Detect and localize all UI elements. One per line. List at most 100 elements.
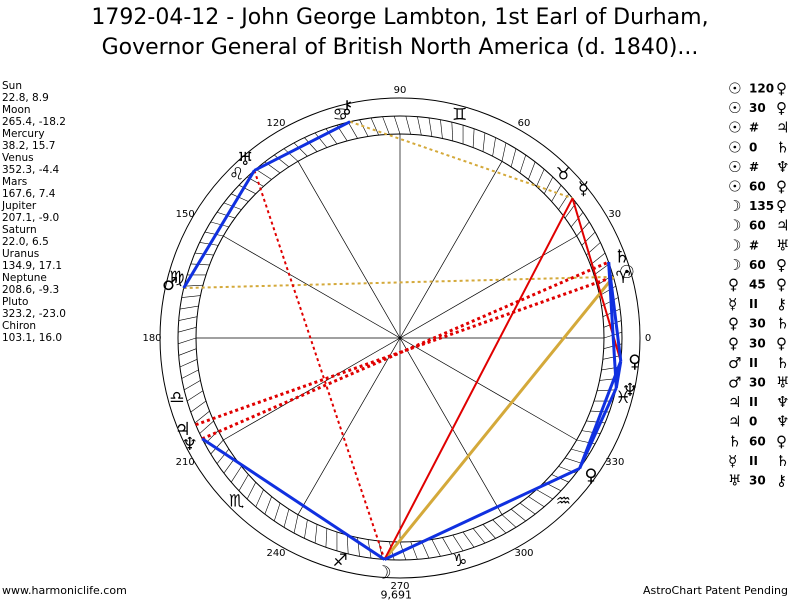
ring-tick [283, 148, 299, 162]
aspect-planet: ☿ [728, 295, 737, 313]
ring-tick [186, 390, 204, 402]
ring-tick [304, 137, 318, 152]
aspect-planet: ♄ [776, 354, 789, 372]
aspect-line [349, 120, 573, 200]
ring-tick [528, 496, 545, 508]
ring-tick [510, 148, 517, 167]
aspect-planet: ☉ [728, 138, 741, 156]
aspect-type: 30 [749, 336, 766, 350]
aspect-type: # [749, 238, 759, 252]
ring-tick [194, 410, 210, 424]
ring-tick [230, 466, 242, 483]
planet-name: Pluto [2, 296, 28, 308]
degree-label: 330 [605, 457, 624, 468]
planet-coords: 265.4, -18.2 [2, 116, 66, 128]
ring-tick [293, 142, 308, 157]
ring-tick [442, 537, 453, 555]
planet-name: Chiron [2, 320, 36, 332]
planet-glyph: ⚷ [340, 97, 353, 118]
ring-tick [528, 161, 536, 180]
aspect-planet: ♀ [728, 334, 739, 352]
ring-tick [274, 154, 290, 168]
planet-coords: 22.0, 6.5 [2, 236, 49, 248]
aspect-line [201, 260, 610, 441]
ring-tick [576, 221, 590, 237]
ring-tick [325, 528, 328, 548]
aspect-planet: ☉ [728, 158, 741, 176]
planet-glyph: ♂ [162, 274, 178, 295]
sign-glyph: ♓ [616, 388, 631, 408]
aspect-planet: ☽ [728, 256, 741, 274]
aspect-planet: ♀ [776, 334, 787, 352]
spoke [223, 235, 577, 441]
aspect-type: 60 [749, 258, 766, 272]
ring-tick [177, 327, 197, 333]
aspect-type: 30 [749, 101, 766, 115]
aspect-planet: ♀ [776, 276, 787, 294]
aspect-planet: ☉ [728, 178, 741, 196]
sign-glyph: ♑ [452, 551, 467, 571]
aspect-line [253, 170, 386, 560]
ring-tick [204, 231, 224, 237]
aspect-line [383, 467, 581, 561]
footer-left: www.harmoniclife.com [2, 584, 127, 597]
aspect-planet: ♅ [728, 472, 741, 490]
ring-tick [581, 231, 596, 246]
aspect-line [383, 197, 574, 560]
ring-tick [536, 169, 545, 187]
ring-tick [597, 389, 616, 392]
aspect-type: 30 [749, 474, 766, 488]
ring-tick [255, 489, 264, 507]
ring-tick [472, 128, 475, 148]
ring-tick [590, 252, 606, 266]
aspect-type: 0 [749, 415, 757, 429]
aspect-type: 60 [749, 180, 766, 194]
aspect-planet: ♀ [728, 276, 739, 294]
sign-glyph: ♉ [556, 165, 571, 185]
aspect-type: 60 [749, 434, 766, 448]
aspect-planet: ♃ [728, 393, 741, 411]
aspect-planet: ♃ [728, 413, 741, 431]
ring-tick [216, 448, 230, 464]
ring-tick [492, 519, 507, 534]
degree-label: 30 [608, 209, 621, 220]
planet-glyph: ☉ [619, 262, 635, 283]
sign-glyph: ♌ [229, 165, 244, 185]
planet-glyph: ☽ [375, 562, 391, 583]
degree-label: 0 [645, 333, 651, 344]
aspect-planet: ♂ [728, 374, 741, 392]
ring-tick [190, 400, 207, 413]
outer-circle [159, 97, 641, 579]
planet-name: Venus [2, 152, 34, 164]
ring-tick [178, 348, 197, 356]
ring-tick [482, 132, 486, 152]
ring-tick [440, 119, 443, 139]
ring-tick [347, 121, 358, 139]
ring-tick [293, 514, 299, 534]
aspect-planet: ♄ [776, 452, 789, 470]
sign-glyph: ♏ [229, 491, 244, 511]
degree-label: 120 [266, 118, 285, 129]
aspect-planet: ♀ [776, 99, 787, 117]
aspect-planet: ♅ [776, 236, 789, 254]
planet-coords: 167.6, 7.4 [2, 188, 56, 200]
aspect-line [607, 261, 623, 362]
ring-tick [359, 119, 369, 137]
ring-tick [177, 337, 197, 345]
planet-coords: 323.2, -23.0 [2, 308, 66, 320]
ring-tick [199, 420, 214, 434]
aspect-type: II [749, 356, 758, 370]
aspect-type: II [749, 395, 758, 409]
aspect-planet: ♃ [776, 217, 789, 235]
ring-tick [536, 489, 553, 500]
ring-tick [519, 154, 527, 174]
aspect-line [253, 120, 351, 172]
planet-glyph: ♆ [622, 380, 638, 401]
aspect-planet: ♃ [776, 119, 789, 137]
aspect-line [183, 275, 614, 290]
sign-glyph: ♐ [333, 551, 348, 571]
aspect-planet: ♅ [776, 374, 789, 392]
ring-tick [570, 212, 584, 228]
planet-glyph: ♅ [237, 149, 253, 170]
ring-tick [410, 541, 418, 560]
